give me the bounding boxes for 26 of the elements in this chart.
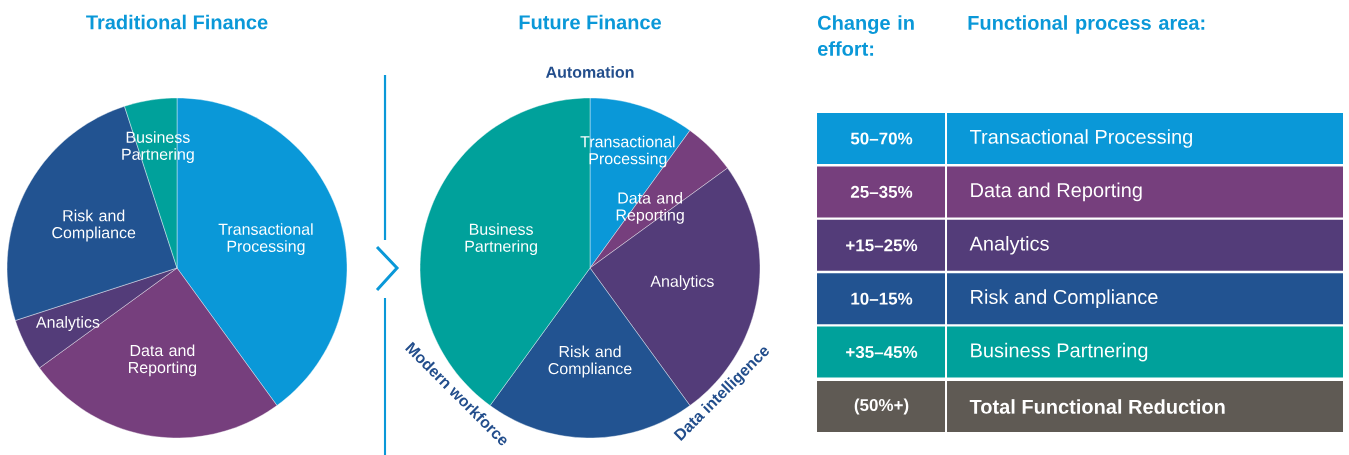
- text: 50–70%: [850, 132, 913, 145]
- slice-label: Risk and Compliance: [52, 209, 136, 242]
- slice-label: Business Partnering: [465, 223, 537, 256]
- category-label: Risk and Compliance: [971, 289, 1158, 309]
- text: +15–25%: [846, 239, 918, 252]
- text: Change in effort:: [818, 15, 914, 56]
- slice-label: Data and Reporting: [129, 344, 197, 377]
- category-label: Data and Reporting: [971, 182, 1142, 202]
- slice-label: Analytics: [650, 275, 714, 291]
- category-label: Analytics: [969, 235, 1049, 255]
- text: 10–15%: [851, 292, 913, 305]
- text: 25–35%: [850, 185, 913, 198]
- category-label: Total Functional Reduction: [969, 399, 1225, 414]
- slice-label: Transactional Processing: [580, 135, 675, 168]
- slice-label: Business Partnering: [122, 131, 194, 164]
- slice-label: Analytics: [35, 316, 100, 332]
- text: Automation: [545, 66, 634, 78]
- text: Functional process area:: [968, 15, 1205, 34]
- text: +35–45%: [846, 346, 918, 359]
- slice-label: Transactional Processing: [218, 223, 313, 256]
- text: (50%+): [854, 398, 909, 415]
- category-label: Transactional Processing: [970, 129, 1193, 148]
- slice-label: Risk and Compliance: [548, 345, 632, 378]
- chart-title: Future Finance: [519, 14, 661, 30]
- chart-title: Traditional Finance: [86, 14, 268, 30]
- category-label: Business Partnering: [971, 342, 1148, 362]
